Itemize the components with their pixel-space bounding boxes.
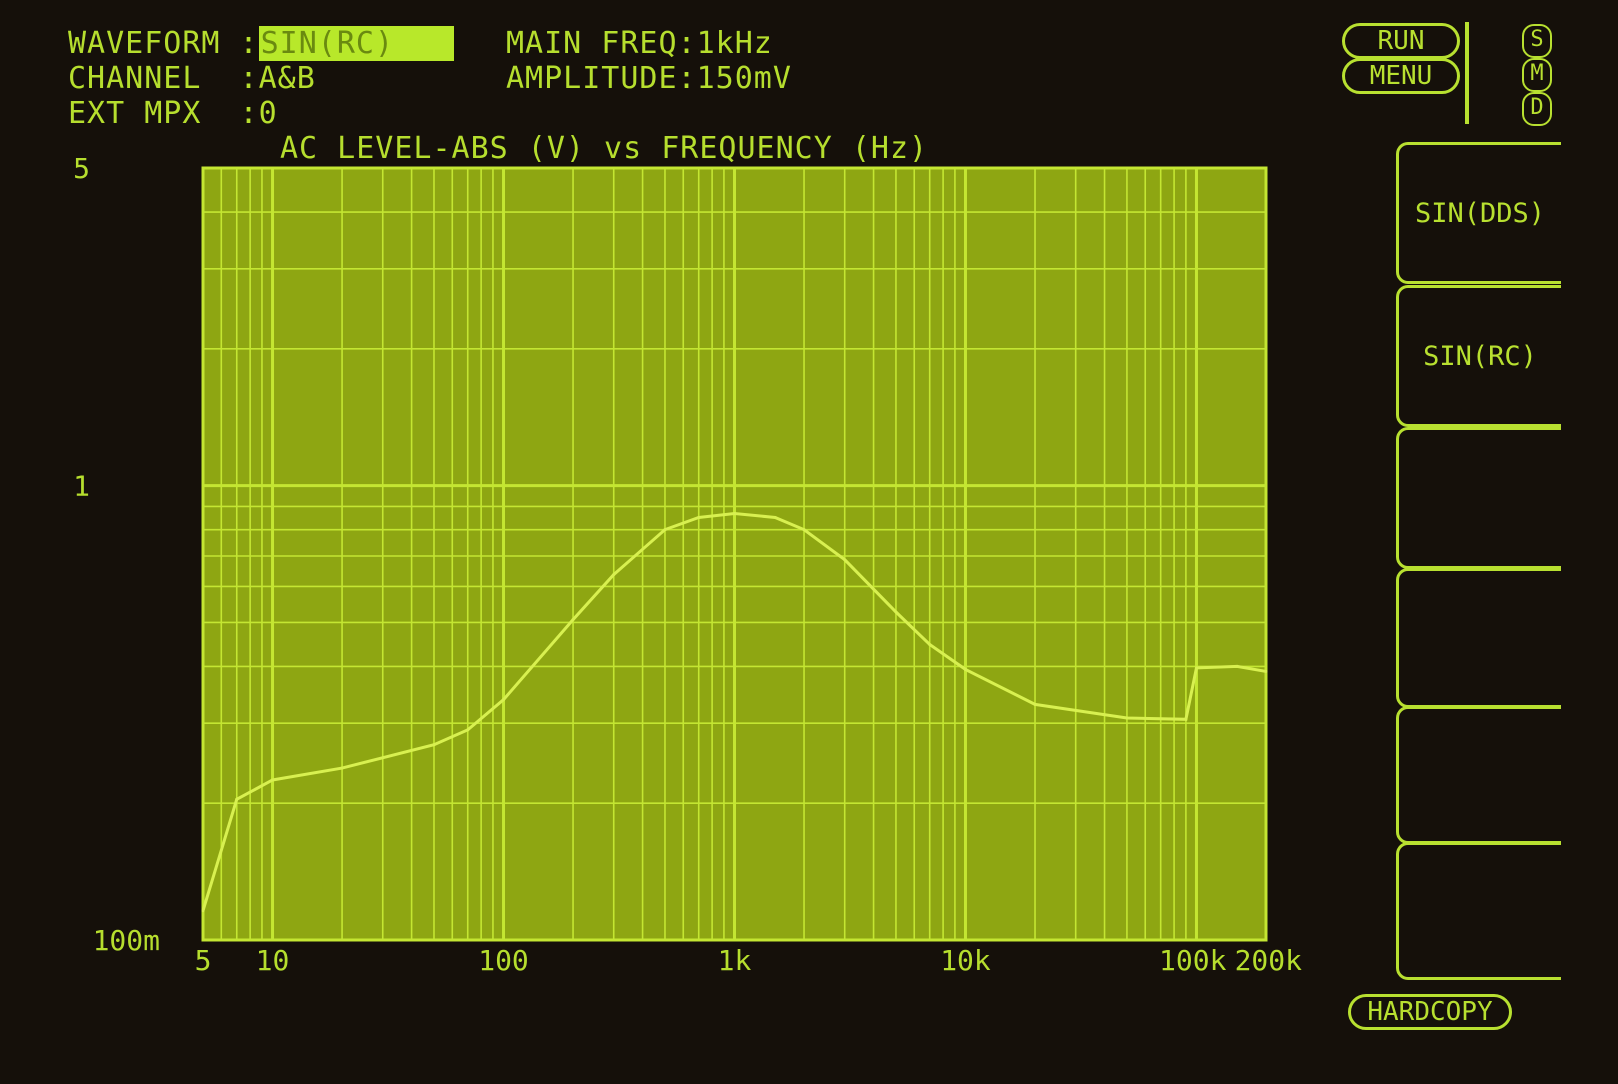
data-point — [1184, 717, 1188, 721]
x-tick-label: 100 — [478, 944, 529, 977]
data-point — [697, 515, 701, 519]
y-tick-label: 100m — [93, 924, 160, 957]
softkey-sin-rc[interactable]: SIN(RC) — [1396, 285, 1561, 427]
data-point — [663, 528, 667, 532]
run-button[interactable]: RUN — [1342, 23, 1460, 59]
y-tick-label: 5 — [73, 152, 90, 185]
x-tick-label: 10k — [940, 944, 991, 977]
channel-value: A&B — [258, 61, 316, 96]
menu-button[interactable]: MENU — [1342, 58, 1460, 94]
x-tick-label: 5 — [195, 944, 212, 977]
data-point — [201, 909, 205, 913]
indicator-d: D — [1522, 92, 1552, 126]
indicator-s: S — [1522, 24, 1552, 58]
softkey-sin-dds[interactable]: SIN(DDS) — [1396, 142, 1561, 284]
data-point — [802, 528, 806, 532]
data-point — [432, 743, 436, 747]
x-tick-label: 1k — [718, 944, 752, 977]
data-point — [843, 558, 847, 562]
data-point — [928, 643, 932, 647]
data-point — [1194, 666, 1198, 670]
x-tick-label: 10 — [256, 944, 290, 977]
data-point — [1125, 716, 1129, 720]
data-point — [894, 610, 898, 614]
channel-label: CHANNEL :A&B — [68, 61, 316, 96]
data-point — [235, 797, 239, 801]
plot-border — [201, 166, 1268, 942]
data-point — [1235, 664, 1239, 668]
divider — [1465, 22, 1469, 124]
x-tick-label: 200k — [1235, 944, 1303, 977]
data-point — [502, 698, 506, 702]
hardcopy-button[interactable]: HARDCOPY — [1348, 994, 1512, 1030]
data-point — [466, 728, 470, 732]
data-point — [271, 778, 275, 782]
x-tick-label: 100k — [1159, 944, 1227, 977]
y-tick-label: 1 — [73, 470, 90, 503]
data-point — [340, 766, 344, 770]
data-point — [1033, 702, 1037, 706]
softkey-6[interactable] — [1396, 842, 1561, 980]
data-point — [571, 618, 575, 622]
trace-line — [201, 512, 1267, 912]
chart-title: AC LEVEL-ABS (V) vs FREQUENCY (Hz) — [280, 131, 929, 166]
data-point — [612, 573, 616, 577]
data-point — [1264, 669, 1268, 673]
waveform-value[interactable]: SIN(RC) — [258, 26, 455, 61]
data-point — [773, 515, 777, 519]
amplitude: AMPLITUDE:150mV — [506, 61, 792, 96]
waveform-label: WAVEFORM :SIN(RC) — [68, 26, 455, 61]
data-point — [733, 512, 736, 516]
data-point — [963, 667, 967, 671]
extmpx-value: 0 — [258, 96, 278, 131]
softkey-3[interactable] — [1396, 427, 1561, 569]
indicator-m: M — [1522, 58, 1552, 92]
main-freq: MAIN FREQ:1kHz — [506, 26, 773, 61]
extmpx-label: EXT MPX :0 — [68, 96, 278, 131]
